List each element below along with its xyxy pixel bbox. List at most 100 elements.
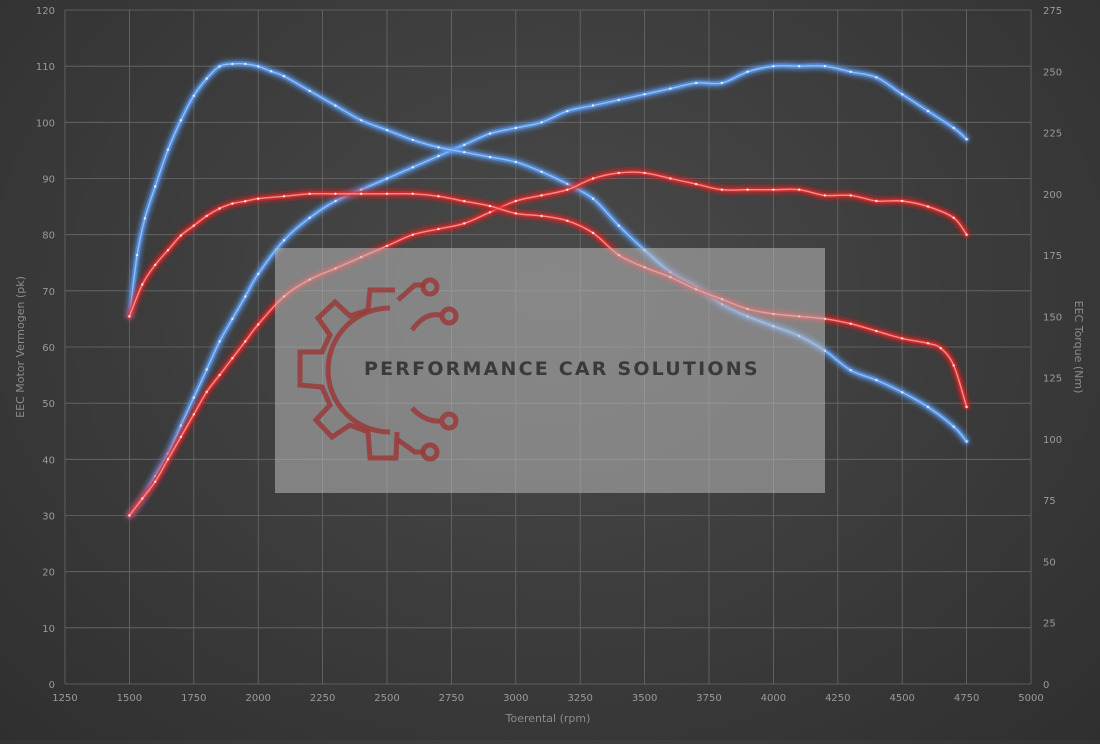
data-point: [617, 171, 620, 175]
data-point: [694, 81, 698, 85]
data-point: [231, 317, 234, 321]
x-tick-label: 2000: [245, 693, 270, 704]
data-point: [772, 188, 775, 191]
data-point: [488, 132, 492, 135]
data-point: [849, 369, 852, 372]
y-right-tick-label: 0: [1043, 680, 1049, 691]
data-point: [411, 138, 414, 142]
data-point: [965, 440, 968, 443]
watermark-box: [275, 248, 825, 493]
data-point: [772, 65, 775, 68]
data-point: [849, 70, 852, 74]
y-right-tick-label: 200: [1043, 190, 1062, 201]
x-tick-label: 1750: [181, 693, 206, 704]
watermark: PERFORMANCE CAR SOLUTIONS: [275, 248, 825, 493]
data-point: [411, 233, 414, 236]
data-point: [926, 342, 930, 345]
y-left-tick-label: 50: [42, 399, 55, 410]
data-point: [643, 93, 646, 96]
data-point: [437, 195, 440, 198]
data-point: [154, 480, 157, 483]
data-point: [282, 195, 286, 198]
data-point: [669, 87, 672, 90]
data-point: [269, 70, 273, 73]
data-point: [135, 253, 139, 257]
data-point: [282, 75, 286, 78]
y-left-tick-label: 0: [49, 680, 55, 691]
y-left-tick-label: 70: [42, 287, 55, 298]
data-point: [540, 121, 543, 124]
data-point: [141, 283, 144, 286]
y-right-tick-label: 50: [1043, 557, 1056, 568]
data-point: [231, 62, 234, 66]
data-point: [244, 340, 247, 343]
x-tick-label: 2250: [310, 693, 335, 704]
data-point: [591, 104, 595, 107]
x-tick-label: 5000: [1018, 693, 1043, 704]
data-point: [823, 194, 827, 197]
y-right-tick-label: 225: [1043, 129, 1062, 140]
data-point: [540, 170, 543, 173]
data-point: [179, 435, 183, 439]
data-point: [463, 222, 466, 225]
data-point: [231, 202, 234, 205]
y-left-axis-title: EEC Motor Vermogen (pk): [14, 276, 27, 418]
data-point: [385, 128, 389, 132]
data-point: [385, 192, 389, 195]
data-point: [437, 154, 440, 158]
data-point: [154, 185, 157, 188]
data-point: [926, 205, 930, 208]
data-point: [143, 217, 147, 220]
data-point: [463, 151, 466, 154]
data-point: [308, 216, 311, 219]
data-point: [566, 219, 569, 222]
data-point: [385, 244, 389, 248]
data-point: [218, 207, 221, 210]
y-left-tick-label: 80: [42, 231, 55, 242]
data-point: [192, 94, 195, 98]
data-point: [257, 65, 260, 68]
data-point: [540, 194, 543, 197]
data-point: [591, 231, 595, 235]
data-point: [218, 65, 221, 68]
data-point: [244, 295, 247, 298]
grid: [64, 9, 1032, 685]
y-right-tick-label: 25: [1043, 619, 1056, 630]
data-point: [926, 109, 930, 113]
data-point: [901, 93, 904, 96]
y-right-tick-label: 125: [1043, 374, 1062, 385]
data-point: [952, 425, 955, 428]
x-tick-label: 2500: [374, 693, 399, 704]
x-tick-label: 4000: [761, 693, 786, 704]
data-point: [257, 197, 260, 200]
y-right-axis-title: EEC Torque (Nm): [1072, 301, 1085, 394]
data-point: [617, 98, 620, 102]
data-point: [901, 199, 904, 203]
data-point: [875, 76, 878, 79]
data-point: [488, 204, 492, 208]
data-point: [141, 497, 144, 500]
data-point: [566, 109, 569, 113]
data-point: [514, 160, 517, 164]
data-point: [514, 212, 517, 215]
y-left-tick-label: 120: [36, 6, 55, 17]
y-right-tick-label: 275: [1043, 6, 1062, 17]
data-point: [965, 138, 968, 141]
y-left-tick-label: 90: [42, 175, 55, 186]
data-point: [205, 77, 208, 80]
data-point: [901, 337, 904, 340]
data-point: [875, 199, 878, 203]
data-point: [192, 396, 195, 399]
data-point: [952, 126, 955, 130]
data-point: [952, 364, 955, 367]
x-tick-label: 4250: [825, 693, 850, 704]
y-left-tick-label: 40: [42, 455, 55, 466]
data-point: [385, 177, 389, 180]
data-point: [308, 192, 311, 195]
data-point: [205, 390, 208, 394]
data-point: [939, 347, 942, 350]
data-point: [514, 126, 517, 130]
data-point: [849, 322, 852, 325]
